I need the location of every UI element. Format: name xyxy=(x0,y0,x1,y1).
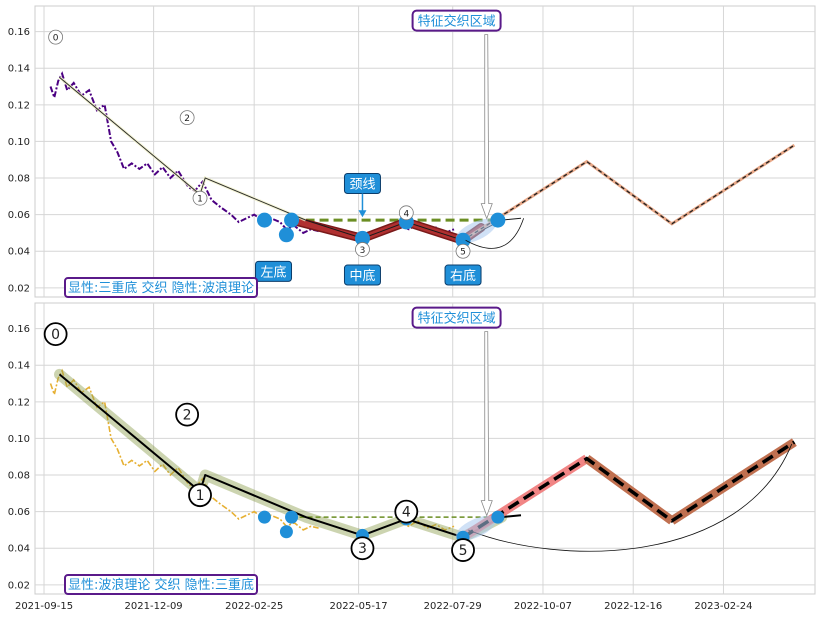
y-tick-label: 0.08 xyxy=(8,174,30,185)
wave-label-circle xyxy=(398,205,414,221)
price-series-line xyxy=(399,519,455,531)
x-tick-label: 2022-05-17 xyxy=(330,601,388,612)
feature-zone-label: 特征交织区域 xyxy=(418,311,496,327)
wave-label-circle xyxy=(355,242,370,257)
pattern-callout-label: 右底 xyxy=(450,268,476,284)
wave-label: 4 xyxy=(402,505,411,521)
caption-label: 显性:三重底 交织 隐性:波浪理论 xyxy=(68,280,254,296)
pattern-marker xyxy=(279,525,293,539)
y-tick-label: 0.12 xyxy=(8,397,30,408)
x-tick-label: 2021-12-09 xyxy=(125,601,183,612)
y-tick-label: 0.10 xyxy=(8,137,30,148)
wave-label-circle xyxy=(48,29,64,45)
pattern-callout-label: 颈线 xyxy=(349,178,375,193)
pattern-marker xyxy=(284,212,300,228)
pattern-callout-box xyxy=(255,260,293,282)
wave-label-circle xyxy=(175,402,200,427)
bottom-panel: 0.02 0.04 0.06 0.08 0.10 0.12 0.14 0.16 2021-09-… xyxy=(8,302,816,612)
price-series-line xyxy=(49,368,319,531)
pattern-marker xyxy=(490,212,506,228)
wave-label: 3 xyxy=(360,246,366,256)
pattern-marker xyxy=(256,212,272,228)
pattern-callout-box xyxy=(444,264,482,286)
zigzag-line xyxy=(59,77,306,221)
pattern-marker xyxy=(257,510,271,524)
wave-label-circle xyxy=(43,322,68,347)
wave-label: 0 xyxy=(51,327,60,343)
pattern-marker xyxy=(354,230,370,246)
plot-frame xyxy=(34,5,816,298)
y-tick-label: 0.16 xyxy=(8,324,30,335)
wave-label-circle xyxy=(188,483,212,508)
x-tick-label: 2022-07-29 xyxy=(424,601,482,612)
wave-label: 2 xyxy=(183,408,192,424)
x-tick-label: 2022-12-16 xyxy=(604,601,662,612)
projection-arc xyxy=(465,218,525,249)
pattern-marker xyxy=(285,510,299,524)
projection-arc xyxy=(468,443,793,552)
projection-line xyxy=(462,440,796,539)
wave-label-circle xyxy=(192,190,208,206)
wave-label: 2 xyxy=(184,114,190,124)
y-tick-label: 0.04 xyxy=(8,247,30,258)
pattern-marker xyxy=(491,510,505,524)
wave-label-circle xyxy=(451,538,475,562)
wave-label-circle xyxy=(179,110,195,126)
x-tick-label: 2021-09-15 xyxy=(15,601,73,612)
caption-box xyxy=(64,277,258,298)
wave-label: 1 xyxy=(197,195,203,205)
pattern-callout-box xyxy=(343,264,381,286)
wave-label: 0 xyxy=(53,34,59,44)
feature-zone-arrow xyxy=(480,34,493,220)
wave-label: 5 xyxy=(460,248,466,258)
wave-label-circle xyxy=(350,536,375,561)
y-tick-label: 0.10 xyxy=(8,434,30,445)
wave-label: 5 xyxy=(459,543,468,559)
feature-zone-box xyxy=(411,306,502,329)
y-tick-label: 0.14 xyxy=(8,361,30,372)
neckline-arrow-head xyxy=(358,210,367,218)
feature-zone-label: 特征交织区域 xyxy=(418,14,496,30)
pattern-callout-label: 中底 xyxy=(349,268,375,284)
wave-label-circle xyxy=(394,499,419,524)
y-tick-label: 0.08 xyxy=(8,471,30,482)
caption-label: 显性:波浪理论 交织 隐性:三重底 xyxy=(68,577,254,593)
y-tick-label: 0.12 xyxy=(8,100,30,111)
y-tick-label: 0.06 xyxy=(8,210,30,221)
y-tick-label: 0.06 xyxy=(8,507,30,518)
y-tick-label: 0.02 xyxy=(8,580,30,591)
plot-area xyxy=(49,71,796,249)
y-tick-label: 0.14 xyxy=(8,64,30,75)
y-tick-label: 0.16 xyxy=(8,27,30,38)
wave-label: 4 xyxy=(403,209,409,219)
wave-label: 1 xyxy=(196,488,205,504)
y-tick-label: 0.02 xyxy=(8,283,30,294)
y-tick-label: 0.04 xyxy=(8,544,30,555)
plot-frame xyxy=(34,302,816,595)
wave-label-circle xyxy=(455,243,471,259)
x-tick-label: 2023-02-24 xyxy=(694,601,752,612)
pattern-callout-label: 左底 xyxy=(261,264,287,280)
pattern-marker xyxy=(278,227,294,243)
x-tick-label: 2022-02-25 xyxy=(225,601,283,612)
top-panel: 0.02 0.04 0.06 0.08 0.10 0.12 0.14 0.16 0 2 1 3 4 5 特征… xyxy=(8,5,816,298)
caption-box xyxy=(64,574,258,595)
feature-zone-arrow xyxy=(480,331,493,517)
x-tick-label: 2022-10-07 xyxy=(514,601,572,612)
wave-label: 3 xyxy=(358,541,367,557)
projection-line xyxy=(462,144,795,241)
pattern-marker xyxy=(455,232,471,248)
feature-zone-box xyxy=(411,9,502,32)
